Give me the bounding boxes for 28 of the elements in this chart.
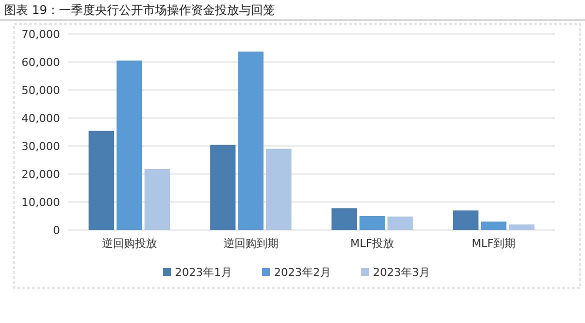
- bar: [144, 168, 170, 230]
- bar: [210, 144, 236, 230]
- y-tick-label: 20,000: [22, 168, 60, 181]
- bar: [332, 208, 357, 230]
- x-tick-label: 逆回购投放: [102, 237, 157, 250]
- bar: [387, 216, 413, 230]
- chart-title: 图表 19：一季度央行公开市场操作资金投放与回笼: [4, 3, 276, 17]
- y-tick-label: 0: [53, 224, 60, 237]
- bar: [238, 52, 264, 230]
- bar: [508, 224, 534, 230]
- bar: [452, 210, 478, 230]
- bar: [266, 148, 292, 230]
- x-tick-label: 逆回购到期: [223, 237, 278, 250]
- bar: [360, 216, 385, 230]
- legend-label: 2023年2月: [274, 266, 331, 279]
- bar: [116, 60, 142, 230]
- y-tick-label: 50,000: [22, 84, 60, 97]
- bar: [480, 222, 506, 230]
- y-tick-label: 40,000: [22, 112, 60, 125]
- y-tick-label: 70,000: [22, 28, 60, 41]
- y-tick-label: 60,000: [22, 56, 60, 69]
- y-tick-label: 10,000: [22, 196, 60, 209]
- x-tick-label: MLF到期: [472, 237, 516, 250]
- legend-label: 2023年3月: [373, 266, 430, 279]
- bar: [88, 130, 114, 230]
- y-tick-label: 30,000: [22, 140, 60, 153]
- x-tick-label: MLF投放: [350, 237, 394, 250]
- legend-label: 2023年1月: [175, 266, 232, 279]
